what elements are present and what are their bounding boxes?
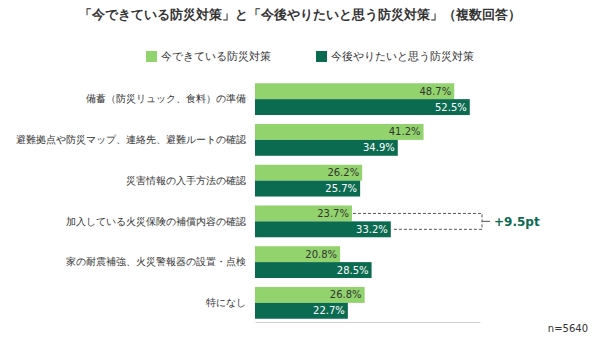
legend-label: 今できている防災対策 [161,50,271,63]
bar [255,205,352,221]
bar [255,303,348,319]
category-label: 家の耐震補強、火災警報器の設置・点検 [66,256,246,267]
y-tick: 特になし [206,297,246,308]
series-bars [255,83,454,303]
bar [255,99,470,115]
data-label: 20.8% [305,249,337,260]
data-label: 23.7% [317,208,349,219]
chart-container: 「今できている防災対策」と「今後やりたいと思う防災対策」（複数回答） 今できている… [0,0,600,338]
legend-label: 今後やりたいと思う防災対策 [331,50,474,63]
data-label: 22.7% [313,305,345,316]
y-tick: 備蓄（防災リュック、食料）の準備 [86,93,246,104]
data-label: 26.2% [327,167,359,178]
y-tick: 災害情報の入手方法の確認 [126,175,246,186]
data-label: 28.5% [337,265,369,276]
bars [255,83,470,318]
bar [255,124,424,140]
data-labels: 48.7% 41.2% 26.2% 23.7% 20.8% 26.8% 52.5% 34.9%… [305,86,466,317]
y-tick: 加入している火災保険の補償内容の確認 [66,216,246,227]
data-label: 52.5% [435,102,467,113]
legend-item: 今できている防災対策 [146,50,271,63]
bar [255,165,362,181]
chart-svg: 「今できている防災対策」と「今後やりたいと思う防災対策」（複数回答） 今できている… [0,0,600,338]
data-label: 33.2% [356,224,388,235]
category-label: 避難拠点や防災マップ、連絡先、避難ルートの確認 [16,134,246,145]
note: n=5640 [548,323,588,334]
bar [255,181,360,197]
data-label: 34.9% [363,142,395,153]
bar [255,246,340,262]
annotation: +9.5pt [353,213,540,229]
category-label: 災害情報の入手方法の確認 [126,175,246,186]
annotation-bracket [353,213,482,229]
y-tick: 家の耐震補強、火災警報器の設置・点検 [66,256,246,267]
legend-swatch [316,51,327,62]
legend-swatch [146,51,157,62]
annotation-text: +9.5pt [494,215,540,229]
data-label: 25.7% [325,183,357,194]
series-bars [255,99,470,319]
y-axis: 備蓄（防災リュック、食料）の準備避難拠点や防災マップ、連絡先、避難ルートの確認災… [16,93,246,308]
annotation-tick [482,221,490,222]
category-label: 特になし [206,297,246,308]
category-label: 備蓄（防災リュック、食料）の準備 [86,93,246,104]
category-label: 加入している火災保険の補償内容の確認 [66,216,246,227]
y-tick: 避難拠点や防災マップ、連絡先、避難ルートの確認 [16,134,246,145]
x-axis-line [256,322,481,323]
bar [255,83,454,99]
bar [255,262,372,278]
bar [255,221,391,237]
data-label: 26.8% [330,289,362,300]
data-label: 41.2% [389,126,421,137]
legend: 今できている防災対策 今後やりたいと思う防災対策 [146,50,474,63]
data-label: 48.7% [419,86,451,97]
bar [255,287,365,303]
bar [255,140,398,156]
legend-item: 今後やりたいと思う防災対策 [316,50,474,63]
chart-title: 「今できている防災対策」と「今後やりたいと思う防災対策」（複数回答） [79,7,521,22]
x-axis [256,322,481,323]
